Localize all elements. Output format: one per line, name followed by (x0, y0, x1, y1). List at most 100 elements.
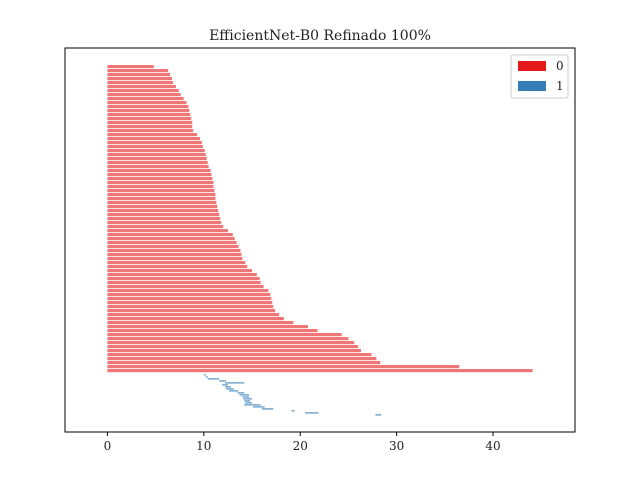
chart-title: EfficientNet-B0 Refinado 100% (209, 28, 431, 44)
bar-series-0 (107, 213, 220, 217)
bar-series-0 (107, 221, 222, 225)
x-tick-label: 10 (196, 439, 211, 453)
bar-series-0 (107, 361, 381, 365)
bar-series-1 (305, 412, 319, 414)
plot-frame (64, 47, 576, 433)
bar-series-1 (225, 382, 245, 384)
bar-series-0 (107, 93, 181, 97)
bar-series-0 (107, 281, 261, 285)
x-tick-label: 20 (293, 439, 308, 453)
bar-series-0 (107, 217, 221, 221)
bars-layer (107, 65, 533, 416)
bar-series-0 (107, 229, 228, 233)
bar-series-0 (107, 317, 284, 321)
bar-series-0 (107, 341, 355, 345)
bar-series-1 (244, 404, 261, 406)
bar-series-0 (107, 257, 243, 261)
bar-series-0 (107, 209, 219, 213)
bar-series-0 (107, 233, 233, 237)
x-tick-label: 40 (485, 439, 500, 453)
bar-series-0 (107, 177, 213, 181)
bar-series-0 (107, 301, 273, 305)
bar-series-0 (107, 185, 214, 189)
bar-series-1 (226, 388, 234, 390)
bar-series-0 (107, 333, 342, 337)
bar-series-0 (107, 137, 200, 141)
legend-label-1: 1 (556, 79, 564, 93)
bar-series-0 (107, 169, 211, 173)
bar-series-0 (107, 337, 349, 341)
bar-series-1 (207, 378, 220, 380)
bar-series-0 (107, 85, 176, 89)
bar-series-1 (291, 410, 295, 412)
bar-series-0 (107, 69, 169, 73)
bar-series-1 (222, 384, 228, 386)
bar-series-1 (261, 408, 274, 410)
bar-series-0 (107, 193, 216, 197)
bar-series-0 (107, 245, 239, 249)
bar-series-0 (107, 89, 179, 93)
legend-label-0: 0 (556, 59, 564, 73)
bar-series-1 (239, 394, 250, 396)
bar-series-0 (107, 369, 533, 373)
bar-series-0 (107, 357, 377, 361)
bar-series-0 (107, 77, 173, 81)
bar-series-0 (107, 133, 198, 137)
bar-series-0 (107, 345, 359, 349)
x-tick-label: 0 (104, 439, 112, 453)
bar-series-1 (242, 396, 250, 398)
bar-series-1 (244, 400, 251, 402)
bar-series-0 (107, 101, 187, 105)
bar-series-0 (107, 253, 242, 257)
x-axis-ticks: 0 10 20 30 40 (104, 432, 501, 453)
bar-series-0 (107, 173, 212, 177)
bar-series-1 (228, 390, 239, 392)
legend-swatch-0 (518, 61, 546, 71)
bar-series-1 (225, 386, 231, 388)
bar-series-0 (107, 273, 257, 277)
bar-series-0 (107, 105, 189, 109)
bar-series-1 (237, 392, 245, 394)
bar-series-0 (107, 297, 272, 301)
bar-series-1 (375, 414, 382, 416)
bar-series-1 (243, 398, 253, 400)
bar-series-0 (107, 157, 207, 161)
bar-series-0 (107, 197, 216, 201)
bar-series-0 (107, 309, 276, 313)
bar-series-0 (107, 165, 209, 169)
bar-series-0 (107, 141, 202, 145)
bar-series-0 (107, 97, 184, 101)
bar-series-0 (107, 305, 274, 309)
bar-series-0 (107, 241, 237, 245)
bar-series-0 (107, 121, 193, 125)
bar-series-0 (107, 269, 253, 273)
bar-series-0 (107, 161, 208, 165)
bar-series-0 (107, 289, 269, 293)
bar-series-0 (107, 81, 173, 85)
bar-series-0 (107, 113, 191, 117)
bar-series-0 (107, 353, 372, 357)
bar-series-0 (107, 325, 308, 329)
bar-series-1 (205, 376, 208, 378)
bar-series-0 (107, 145, 203, 149)
bar-series-0 (107, 365, 460, 369)
bar-series-0 (107, 153, 206, 157)
bar-series-0 (107, 73, 171, 77)
bar-series-0 (107, 129, 194, 133)
bar-series-0 (107, 293, 271, 297)
bar-series-0 (107, 125, 193, 129)
bar-series-0 (107, 205, 218, 209)
legend: 0 1 (510, 54, 569, 99)
bar-series-1 (253, 406, 265, 408)
bar-series-0 (107, 65, 154, 69)
bar-series-0 (107, 277, 260, 281)
bar-series-0 (107, 329, 318, 333)
bar-series-0 (107, 285, 264, 289)
bar-series-0 (107, 117, 192, 121)
bar-series-0 (107, 265, 248, 269)
bar-series-0 (107, 149, 205, 153)
bar-series-0 (107, 321, 294, 325)
bar-series-0 (107, 109, 190, 113)
